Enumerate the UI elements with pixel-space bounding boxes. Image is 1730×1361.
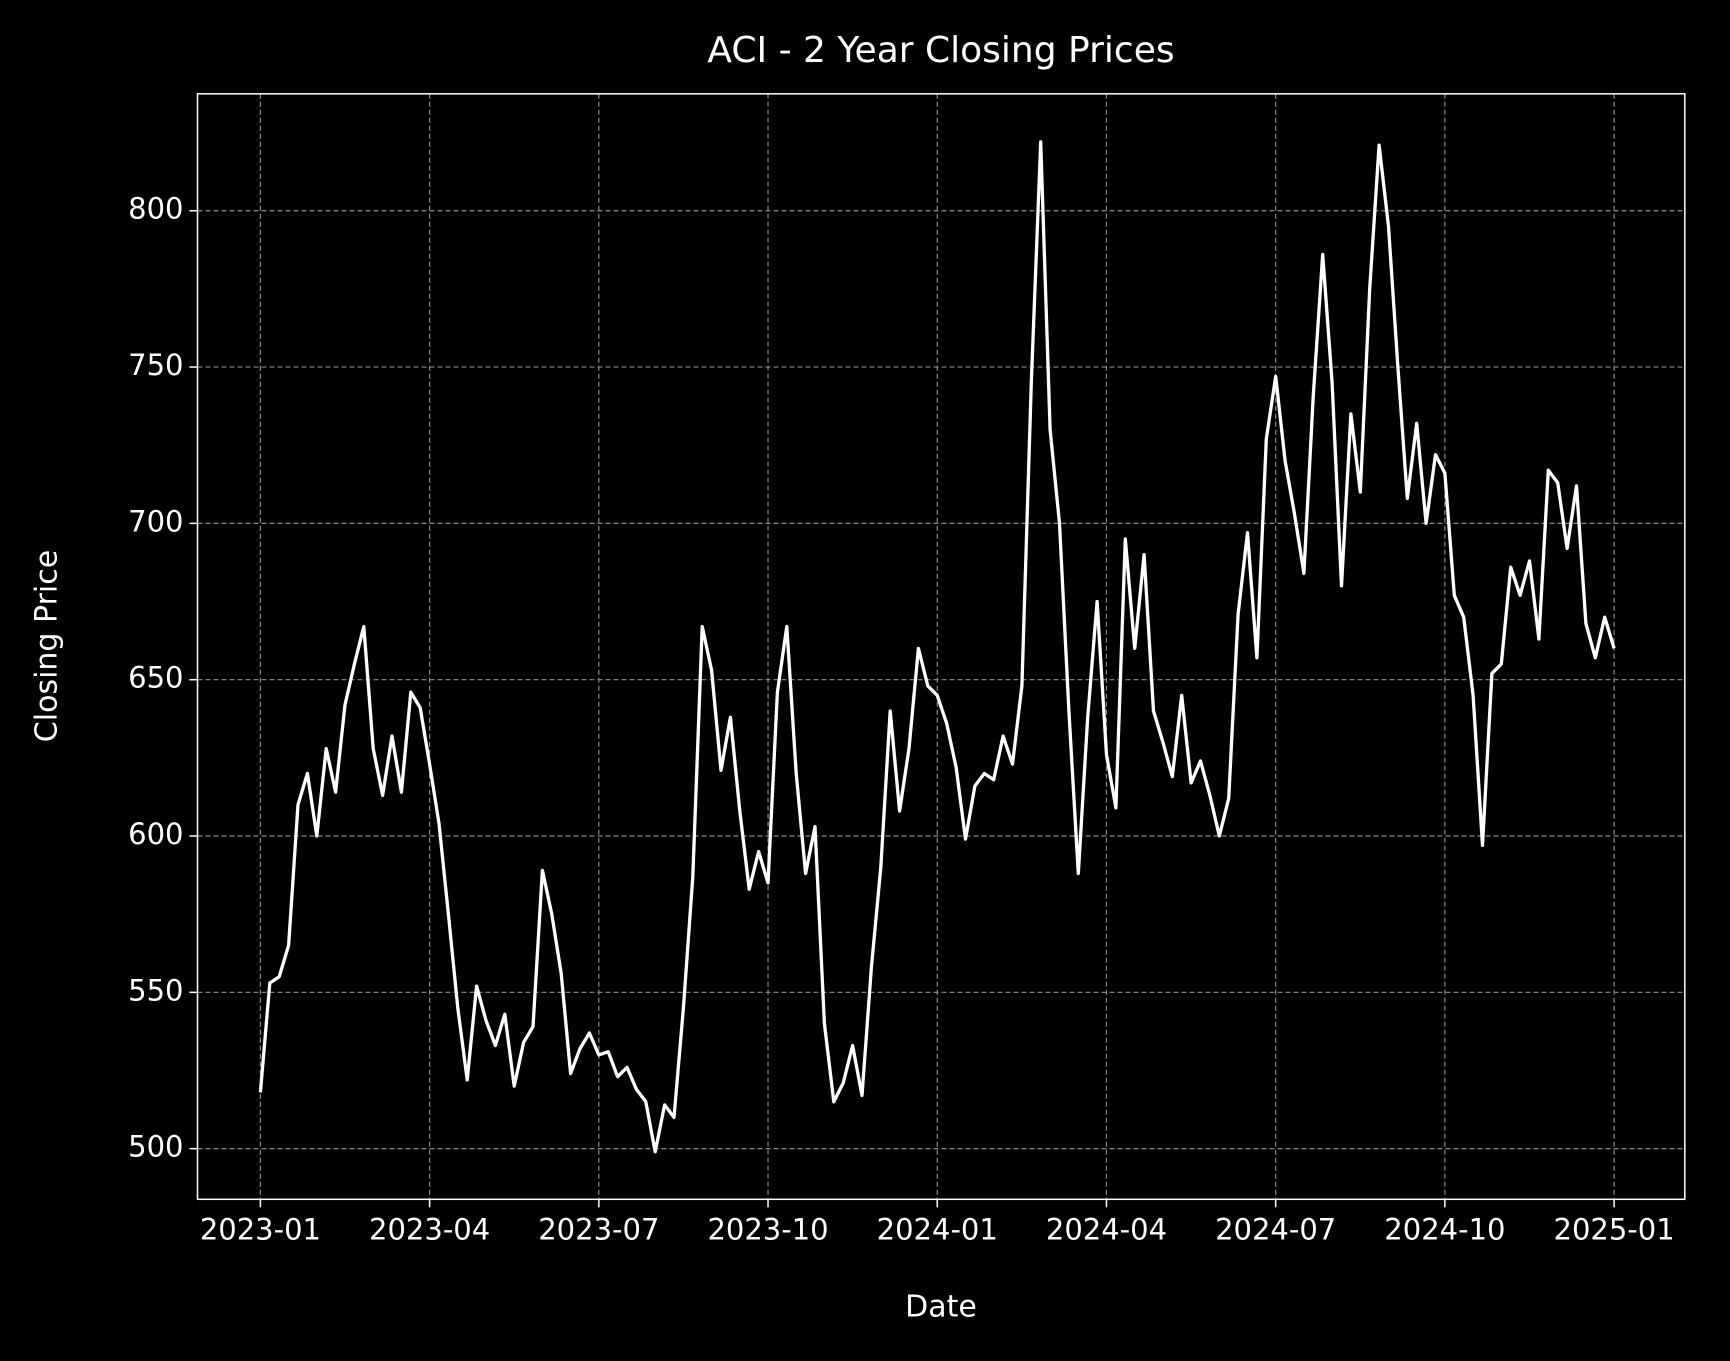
y-axis-label: Closing Price [30,550,65,742]
y-tick-label: 500 [128,1130,183,1164]
x-tick-label: 2023-04 [369,1212,490,1246]
y-tick-label: 650 [128,661,183,695]
price-line [258,140,1616,1154]
y-tick-label: 800 [128,192,183,226]
x-tick-label: 2025-01 [1554,1212,1675,1246]
x-tick-label: 2024-07 [1215,1212,1336,1246]
x-tick-label: 2024-10 [1384,1212,1505,1246]
y-tick-label: 700 [128,504,183,538]
x-tick-label: 2024-01 [877,1212,998,1246]
x-tick-label: 2023-10 [707,1212,828,1246]
y-tick-label: 750 [128,348,183,382]
x-tick-label: 2024-04 [1046,1212,1167,1246]
chart-title: ACI - 2 Year Closing Prices [707,30,1174,71]
y-tick-label: 600 [128,817,183,851]
plot-frame [196,93,1686,1201]
y-tick-label: 550 [128,973,183,1007]
x-axis-label: Date [905,1290,977,1325]
x-tick-label: 2023-01 [200,1212,321,1246]
x-tick-label: 2023-07 [538,1212,659,1246]
